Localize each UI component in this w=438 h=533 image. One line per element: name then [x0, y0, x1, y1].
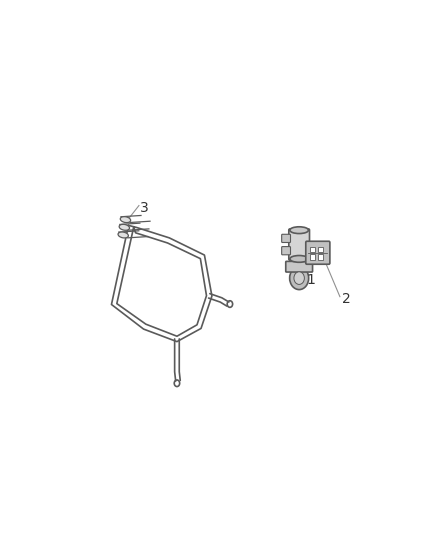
Bar	[310, 247, 315, 252]
FancyBboxPatch shape	[306, 241, 330, 264]
FancyBboxPatch shape	[286, 261, 313, 272]
Text: 2: 2	[342, 292, 350, 306]
Ellipse shape	[120, 216, 131, 223]
Ellipse shape	[290, 227, 308, 233]
Text: 3: 3	[140, 200, 149, 215]
FancyBboxPatch shape	[282, 247, 290, 255]
Bar	[310, 254, 315, 260]
Bar	[318, 254, 323, 260]
Ellipse shape	[119, 224, 130, 230]
FancyBboxPatch shape	[289, 229, 310, 260]
Text: 1: 1	[306, 273, 315, 287]
Ellipse shape	[118, 232, 128, 238]
Circle shape	[294, 272, 304, 285]
Ellipse shape	[290, 255, 308, 262]
FancyBboxPatch shape	[282, 235, 290, 243]
Bar	[318, 247, 323, 252]
Circle shape	[290, 266, 309, 289]
